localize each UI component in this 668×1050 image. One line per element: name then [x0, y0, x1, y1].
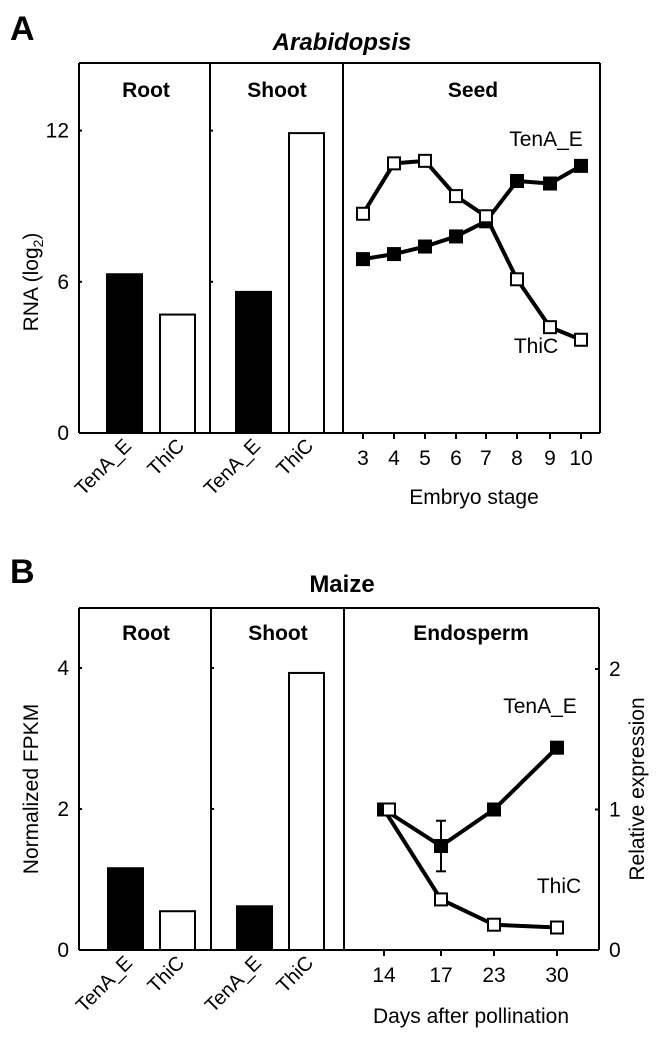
marker-filled-square: [387, 247, 401, 262]
marker-open-square: [387, 156, 401, 171]
y-tick-label: 2: [57, 798, 69, 821]
bar-thic: [288, 132, 325, 434]
marker-open-square: [550, 920, 564, 935]
bar-label: TenA_E: [200, 435, 265, 500]
section-root: Root: [122, 79, 170, 102]
bar-thic: [159, 313, 196, 434]
series-label-thic: ThiC: [514, 335, 558, 358]
marker-filled-square: [356, 252, 370, 267]
x-axis-label: Embryo stage: [409, 486, 539, 509]
bar-label: TenA_E: [72, 952, 137, 1017]
marker-open-square: [479, 209, 493, 224]
bar-label: TenA_E: [201, 952, 266, 1017]
section-shoot: Shoot: [247, 79, 306, 102]
y-tick-label: 12: [46, 120, 69, 143]
line-thic: [382, 808, 558, 930]
marker-filled-square: [418, 239, 432, 254]
bar-tena: [236, 905, 273, 951]
x-tick-label: 17: [429, 964, 452, 987]
line-tena: [382, 746, 559, 849]
marker-open-square: [510, 272, 524, 287]
panel-letter: B: [10, 553, 35, 591]
bar-tena: [235, 290, 272, 434]
y-tick-label: 6: [57, 271, 69, 294]
x-tick-label: 30: [545, 964, 568, 987]
y-tick-label: 0: [57, 939, 69, 962]
x-tick-label: 4: [388, 447, 400, 470]
line-series: [356, 153, 588, 347]
marker-open-square: [356, 206, 370, 221]
y-ticks-right: 0 1 2: [595, 658, 621, 962]
marker-open-square: [543, 320, 557, 335]
x-tick-label: 6: [450, 447, 462, 470]
marker-open-square: [574, 332, 588, 347]
bar-label: TenA_E: [71, 435, 136, 500]
y-tick-label: 4: [57, 657, 69, 680]
marker-filled-square: [487, 802, 501, 817]
x-tick-label: 14: [372, 964, 396, 987]
plot-frame: [78, 607, 600, 951]
bar-tena: [106, 273, 143, 434]
panel-b: B Maize Normalized FPKM Relative express…: [10, 553, 649, 1028]
marker-filled-square: [550, 740, 564, 755]
bar-labels: TenA_E ThiC TenA_E ThiC: [72, 952, 318, 1017]
bar-thic: [159, 910, 196, 951]
y-ticks: 0 2 4: [57, 657, 214, 962]
section-shoot: Shoot: [248, 622, 307, 645]
x-tick-label: 9: [544, 447, 556, 470]
x-tick-label: 23: [482, 964, 505, 987]
section-labels: Root Shoot Endosperm: [122, 622, 529, 645]
marker-filled-square: [510, 174, 524, 188]
bar-label: ThiC: [273, 435, 318, 480]
section-labels: Root Shoot Seed: [122, 79, 498, 102]
marker-filled-square: [449, 229, 463, 244]
x-ticks: 3 4 5 6 7 8 9 10: [357, 433, 593, 470]
y-tick-label-right: 0: [609, 939, 621, 962]
y-axis-label: RNA (log2): [20, 233, 46, 332]
bar-labels: TenA_E ThiC TenA_E ThiC: [71, 435, 318, 500]
y-axis-label: Normalized FPKM: [20, 704, 43, 874]
bar-tena: [107, 867, 144, 951]
x-tick-label: 10: [569, 447, 592, 470]
x-axis-label: Days after pollination: [373, 1005, 569, 1028]
bar-label: ThiC: [144, 952, 189, 997]
bars: [107, 671, 325, 951]
y-ticks: 0 6 12: [46, 120, 213, 445]
bars: [106, 132, 325, 434]
panel-a: A Arabidopsis RNA (log2) Root Shoot Seed…: [10, 10, 601, 509]
bar-label: ThiC: [144, 435, 189, 480]
y-axis-label-right: Relative expression: [626, 697, 649, 880]
marker-open-square: [449, 189, 463, 204]
section-endosperm: Endosperm: [413, 622, 529, 645]
section-root: Root: [122, 622, 170, 645]
panel-title: Arabidopsis: [272, 29, 412, 56]
x-tick-label: 7: [480, 447, 492, 470]
marker-filled-square: [434, 839, 448, 854]
x-tick-label: 5: [419, 447, 431, 470]
marker-open-square: [382, 802, 396, 817]
series-label-thic: ThiC: [537, 875, 581, 898]
marker-open-square: [487, 917, 501, 932]
plot-frame: [78, 62, 601, 434]
section-seed: Seed: [448, 79, 498, 102]
series-label-tena: TenA_E: [509, 128, 583, 151]
marker-open-square: [434, 892, 448, 907]
y-tick-label-right: 1: [609, 799, 621, 822]
panel-letter: A: [10, 10, 35, 48]
line-series: [377, 740, 564, 935]
bar-label: ThiC: [273, 952, 318, 997]
marker-open-square: [418, 153, 432, 168]
panel-title: Maize: [309, 571, 374, 598]
marker-filled-square: [574, 158, 588, 173]
marker-filled-square: [543, 176, 557, 191]
x-tick-label: 3: [357, 447, 369, 470]
y-tick-label: 0: [57, 422, 69, 445]
y-tick-label-right: 2: [609, 658, 621, 681]
bar-thic: [288, 671, 325, 951]
x-tick-label: 8: [511, 447, 523, 470]
x-ticks: 14 17 23 30: [372, 950, 569, 987]
series-label-tena: TenA_E: [503, 695, 577, 718]
